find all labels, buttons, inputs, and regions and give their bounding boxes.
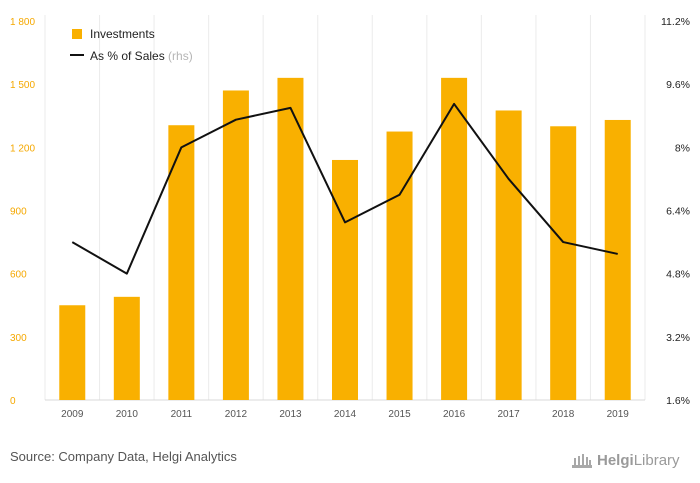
legend-label-sales-pct: As % of Sales (90, 49, 165, 63)
right-tick-label: 8% (675, 142, 690, 154)
x-tick-label: 2016 (443, 409, 466, 420)
bar-series (59, 77, 631, 401)
helgi-library-logo: Helgi Library (571, 448, 680, 472)
logo-text-regular: Library (633, 451, 680, 469)
right-tick-label: 4.8% (666, 269, 690, 281)
left-axis: 0 300 600 900 1 200 1 500 1 800 (10, 17, 35, 407)
x-axis: 2009 2010 2011 2012 2013 2014 2015 2016 2017 2018… (61, 409, 629, 420)
left-tick-label: 600 (10, 270, 27, 281)
bar-investments-2011 (168, 125, 195, 400)
left-tick-label: 900 (10, 207, 27, 218)
left-tick-label: 1 800 (10, 17, 35, 28)
source-note: Source: Company Data, Helgi Analytics (10, 449, 237, 464)
right-tick-label: 1.6% (666, 395, 690, 407)
x-tick-label: 2009 (61, 409, 84, 420)
line-series (71, 102, 618, 275)
x-tick-label: 2012 (225, 409, 248, 420)
bar-investments-2019 (604, 119, 631, 400)
left-tick-label: 1 500 (10, 80, 35, 91)
bar-investments-2014 (332, 159, 358, 400)
bar-investments-2018 (550, 126, 577, 401)
right-axis: 1.6% 3.2% 4.8% 6.4% 8% 9.6% 11.2% (661, 16, 690, 407)
right-tick-label: 6.4% (666, 206, 690, 218)
bar-investments-2013 (277, 77, 304, 400)
bar-investments-2012 (222, 90, 249, 400)
left-tick-label: 1 200 (10, 143, 35, 154)
legend-swatch-investments (72, 29, 82, 39)
x-tick-label: 2013 (279, 409, 302, 420)
logo-text-bold: Helgi (597, 451, 634, 469)
bar-investments-2010 (113, 296, 140, 400)
left-tick-label: 0 (10, 396, 16, 407)
x-tick-label: 2015 (388, 409, 411, 420)
x-tick-label: 2014 (334, 409, 357, 420)
library-building-icon (572, 454, 592, 468)
left-tick-label: 300 (10, 333, 27, 344)
x-tick-label: 2010 (116, 409, 139, 420)
bar-investments-2016 (441, 77, 468, 400)
legend: Investments As % of Sales (rhs) (70, 27, 193, 63)
bar-investments-2009 (59, 305, 86, 400)
right-tick-label: 11.2% (661, 16, 690, 28)
bar-investments-2017 (495, 110, 522, 400)
right-tick-label: 3.2% (666, 332, 690, 344)
legend-label-rhs: (rhs) (168, 49, 193, 63)
legend-label-investments: Investments (90, 27, 155, 41)
x-tick-label: 2011 (171, 409, 193, 420)
bar-investments-2015 (386, 131, 413, 400)
x-tick-label: 2019 (607, 409, 630, 420)
x-tick-label: 2017 (498, 409, 521, 420)
svg-text:As % of Sales (rhs): As % of Sales (rhs) (90, 49, 193, 63)
x-tick-label: 2018 (552, 409, 575, 420)
right-tick-label: 9.6% (666, 79, 690, 91)
